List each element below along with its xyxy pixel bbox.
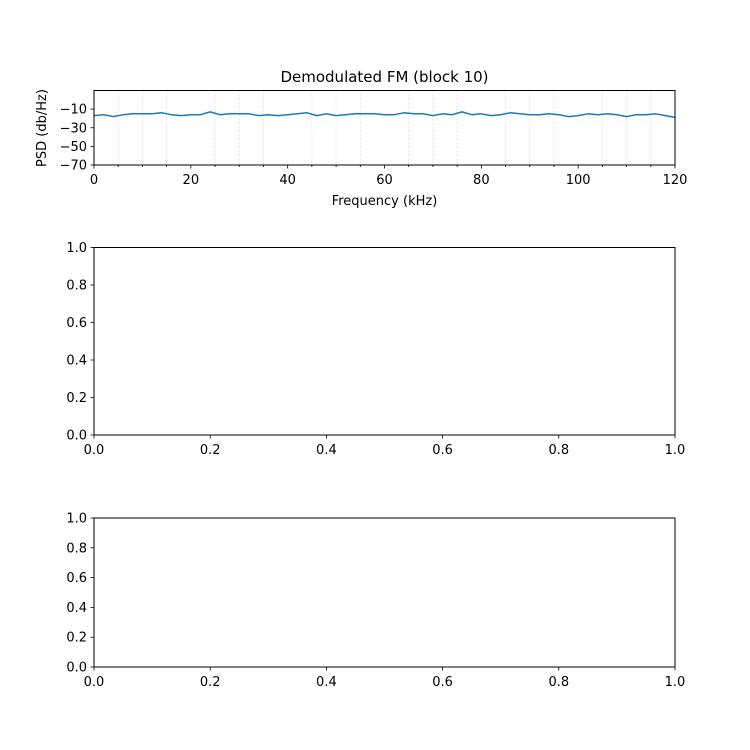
panel-3-x-tick-label: 0.4: [316, 675, 337, 690]
panel-2-y-tick-label: 0.4: [66, 354, 87, 369]
panel-3-x-tick-label: 0.2: [200, 675, 221, 690]
panel-2-y-tick-label: 1.0: [66, 241, 87, 256]
panel-3-x-tick-label: 0.6: [432, 675, 453, 690]
psd-x-ticks: 0 20 40 60 80 100 120: [90, 165, 688, 188]
panel-3-x-tick-label: 1.0: [665, 675, 686, 690]
panel-3-y-tick-label: 0.4: [66, 601, 87, 616]
panel-3-plot-frame: [93, 517, 676, 668]
panel-2-y-tick-label: 0.0: [66, 429, 87, 444]
panel-2-y-tick-label: 0.2: [66, 391, 87, 406]
psd-x-tick-label: 60: [376, 173, 393, 188]
psd-x-tick-label: 0: [90, 173, 98, 188]
psd-x-axis-label: Frequency (kHz): [332, 194, 438, 209]
panel-3-x-tick-label: 0.0: [84, 675, 105, 690]
psd-x-tick-label: 80: [473, 173, 490, 188]
psd-y-ticks: −10 −30 −50 −70: [60, 103, 94, 174]
panel-3-y-ticks: 0.0 0.2 0.4 0.6 0.8 1.0: [66, 512, 94, 676]
psd-y-tick-label: −30: [60, 121, 87, 136]
panel-2-x-tick-label: 1.0: [665, 443, 686, 458]
panel-3-y-tick-label: 0.2: [66, 631, 87, 646]
psd-x-tick-label: 40: [279, 173, 296, 188]
empty-panel-2: 0.0 0.2 0.4 0.6 0.8 1.0 0.0 0.2 0.4 0.6 0.8 1.0: [66, 241, 685, 458]
panel-2-x-tick-label: 0.0: [84, 443, 105, 458]
psd-y-tick-label: −50: [60, 140, 87, 155]
panel-2-y-tick-label: 0.8: [66, 279, 87, 294]
psd-x-tick-label: 20: [183, 173, 200, 188]
panel-2-y-tick-label: 0.6: [66, 316, 87, 331]
empty-panel-3: 0.0 0.2 0.4 0.6 0.8 1.0 0.0 0.2 0.4 0.6 0.8 1.0: [66, 512, 685, 691]
panel-2-x-tick-label: 0.2: [200, 443, 221, 458]
psd-y-tick-label: −70: [60, 159, 87, 174]
panel-2-x-tick-label: 0.6: [432, 443, 453, 458]
psd-x-tick-label: 120: [663, 173, 688, 188]
panel-2-x-tick-label: 0.4: [316, 443, 337, 458]
psd-y-axis-label: PSD (db/Hz): [35, 89, 50, 167]
psd-line: [93, 111, 676, 119]
psd-grid: [117, 90, 652, 165]
panel-3-y-tick-label: 0.0: [66, 661, 87, 676]
panel-3-x-ticks: 0.0 0.2 0.4 0.6 0.8 1.0: [84, 667, 686, 690]
psd-title: Demodulated FM (block 10): [280, 68, 488, 86]
panel-2-x-ticks: 0.0 0.2 0.4 0.6 0.8 1.0: [84, 435, 686, 458]
panel-2-y-ticks: 0.0 0.2 0.4 0.6 0.8 1.0: [66, 241, 94, 444]
psd-x-tick-label: 100: [566, 173, 591, 188]
panel-3-x-tick-label: 0.8: [548, 675, 569, 690]
panel-3-y-tick-label: 1.0: [66, 512, 87, 527]
psd-y-tick-label: −10: [60, 103, 87, 118]
panel-3-y-tick-label: 0.6: [66, 571, 87, 586]
panel-2-x-tick-label: 0.8: [548, 443, 569, 458]
psd-panel: Demodulated FM (block 10) 0 20 40 60 80 100 12…: [35, 68, 687, 209]
panel-3-y-tick-label: 0.8: [66, 541, 87, 556]
panel-2-plot-frame: [93, 247, 676, 436]
